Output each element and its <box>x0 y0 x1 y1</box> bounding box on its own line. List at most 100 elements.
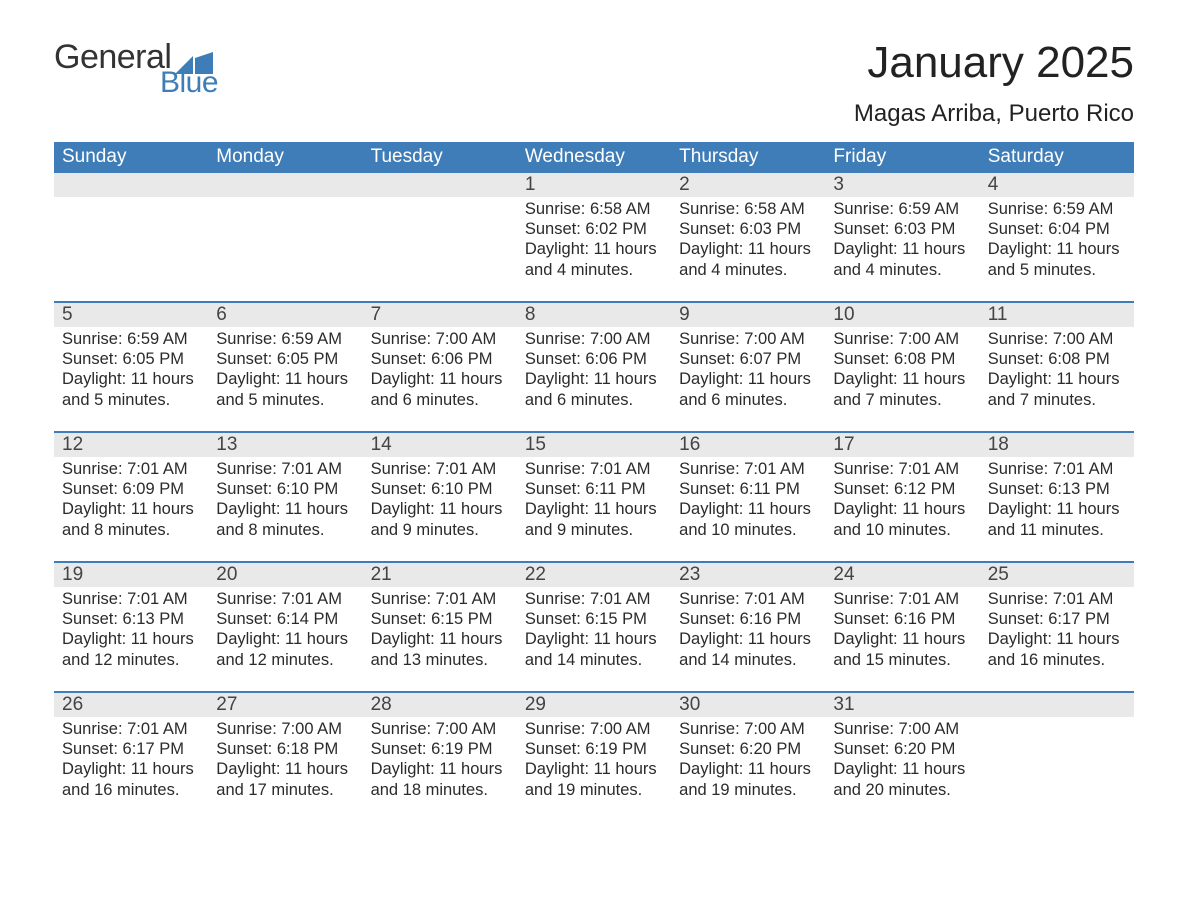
day-body-row: Sunrise: 7:01 AMSunset: 6:17 PMDaylight:… <box>54 717 1134 821</box>
sunrise-text: Sunrise: 7:01 AM <box>679 459 817 479</box>
day-number: 30 <box>671 693 825 717</box>
day-cell: Sunrise: 7:01 AMSunset: 6:13 PMDaylight:… <box>980 457 1134 561</box>
daylight-text: Daylight: 11 hours and 10 minutes. <box>833 499 971 539</box>
sunset-text: Sunset: 6:13 PM <box>62 609 200 629</box>
dow-wednesday: Wednesday <box>517 142 671 173</box>
daylight-text: Daylight: 11 hours and 6 minutes. <box>525 369 663 409</box>
day-cell: Sunrise: 7:00 AMSunset: 6:08 PMDaylight:… <box>980 327 1134 431</box>
sunset-text: Sunset: 6:19 PM <box>525 739 663 759</box>
sunrise-text: Sunrise: 6:59 AM <box>216 329 354 349</box>
daylight-text: Daylight: 11 hours and 16 minutes. <box>62 759 200 799</box>
day-body-row: Sunrise: 7:01 AMSunset: 6:13 PMDaylight:… <box>54 587 1134 691</box>
daylight-text: Daylight: 11 hours and 4 minutes. <box>525 239 663 279</box>
brand-logo: General Blue <box>54 40 218 98</box>
day-body-row: Sunrise: 6:58 AMSunset: 6:02 PMDaylight:… <box>54 197 1134 301</box>
day-cell: Sunrise: 6:59 AMSunset: 6:04 PMDaylight:… <box>980 197 1134 301</box>
dow-sunday: Sunday <box>54 142 208 173</box>
day-cell: Sunrise: 7:01 AMSunset: 6:14 PMDaylight:… <box>208 587 362 691</box>
title-block: January 2025 Magas Arriba, Puerto Rico <box>854 40 1134 128</box>
day-number: 10 <box>825 303 979 327</box>
sunset-text: Sunset: 6:03 PM <box>833 219 971 239</box>
day-cell: Sunrise: 6:58 AMSunset: 6:03 PMDaylight:… <box>671 197 825 301</box>
sunset-text: Sunset: 6:10 PM <box>371 479 509 499</box>
calendar-week: 12131415161718Sunrise: 7:01 AMSunset: 6:… <box>54 431 1134 561</box>
day-number-band: 262728293031 <box>54 693 1134 717</box>
daylight-text: Daylight: 11 hours and 18 minutes. <box>371 759 509 799</box>
daylight-text: Daylight: 11 hours and 14 minutes. <box>679 629 817 669</box>
day-number <box>363 173 517 197</box>
sunset-text: Sunset: 6:15 PM <box>371 609 509 629</box>
daylight-text: Daylight: 11 hours and 16 minutes. <box>988 629 1126 669</box>
day-cell: Sunrise: 7:01 AMSunset: 6:15 PMDaylight:… <box>363 587 517 691</box>
sunrise-text: Sunrise: 7:00 AM <box>833 719 971 739</box>
sunrise-text: Sunrise: 6:59 AM <box>988 199 1126 219</box>
sunset-text: Sunset: 6:08 PM <box>988 349 1126 369</box>
location-subtitle: Magas Arriba, Puerto Rico <box>854 100 1134 128</box>
day-number: 5 <box>54 303 208 327</box>
day-cell: Sunrise: 7:00 AMSunset: 6:20 PMDaylight:… <box>825 717 979 821</box>
day-number: 31 <box>825 693 979 717</box>
day-number-band: 19202122232425 <box>54 563 1134 587</box>
sunrise-text: Sunrise: 7:00 AM <box>371 719 509 739</box>
daylight-text: Daylight: 11 hours and 17 minutes. <box>216 759 354 799</box>
calendar-page: General Blue January 2025 Magas Arriba, … <box>0 0 1188 871</box>
daylight-text: Daylight: 11 hours and 5 minutes. <box>216 369 354 409</box>
day-number: 4 <box>980 173 1134 197</box>
daylight-text: Daylight: 11 hours and 8 minutes. <box>62 499 200 539</box>
sunset-text: Sunset: 6:11 PM <box>679 479 817 499</box>
sunrise-text: Sunrise: 6:58 AM <box>525 199 663 219</box>
day-cell <box>208 197 362 301</box>
day-number: 23 <box>671 563 825 587</box>
daylight-text: Daylight: 11 hours and 19 minutes. <box>679 759 817 799</box>
sunrise-text: Sunrise: 6:58 AM <box>679 199 817 219</box>
day-number: 12 <box>54 433 208 457</box>
day-number: 18 <box>980 433 1134 457</box>
day-cell: Sunrise: 7:01 AMSunset: 6:15 PMDaylight:… <box>517 587 671 691</box>
sunrise-text: Sunrise: 7:00 AM <box>679 329 817 349</box>
sunset-text: Sunset: 6:07 PM <box>679 349 817 369</box>
day-cell: Sunrise: 7:00 AMSunset: 6:20 PMDaylight:… <box>671 717 825 821</box>
sunrise-text: Sunrise: 7:00 AM <box>679 719 817 739</box>
sunrise-text: Sunrise: 7:00 AM <box>371 329 509 349</box>
daylight-text: Daylight: 11 hours and 10 minutes. <box>679 499 817 539</box>
day-cell: Sunrise: 7:00 AMSunset: 6:06 PMDaylight:… <box>517 327 671 431</box>
dow-monday: Monday <box>208 142 362 173</box>
day-number: 9 <box>671 303 825 327</box>
daylight-text: Daylight: 11 hours and 19 minutes. <box>525 759 663 799</box>
daylight-text: Daylight: 11 hours and 5 minutes. <box>988 239 1126 279</box>
sunset-text: Sunset: 6:17 PM <box>988 609 1126 629</box>
sunset-text: Sunset: 6:09 PM <box>62 479 200 499</box>
brand-flag-icon <box>175 52 213 74</box>
sunset-text: Sunset: 6:11 PM <box>525 479 663 499</box>
calendar-grid: Sunday Monday Tuesday Wednesday Thursday… <box>54 142 1134 821</box>
sunset-text: Sunset: 6:05 PM <box>62 349 200 369</box>
day-number <box>54 173 208 197</box>
day-number: 14 <box>363 433 517 457</box>
daylight-text: Daylight: 11 hours and 8 minutes. <box>216 499 354 539</box>
day-number: 1 <box>517 173 671 197</box>
day-cell: Sunrise: 6:59 AMSunset: 6:03 PMDaylight:… <box>825 197 979 301</box>
daylight-text: Daylight: 11 hours and 12 minutes. <box>62 629 200 669</box>
calendar-week: 262728293031Sunrise: 7:01 AMSunset: 6:17… <box>54 691 1134 821</box>
day-number: 24 <box>825 563 979 587</box>
sunset-text: Sunset: 6:16 PM <box>679 609 817 629</box>
calendar-week: 1234Sunrise: 6:58 AMSunset: 6:02 PMDayli… <box>54 173 1134 301</box>
sunset-text: Sunset: 6:05 PM <box>216 349 354 369</box>
day-cell: Sunrise: 7:01 AMSunset: 6:10 PMDaylight:… <box>208 457 362 561</box>
sunrise-text: Sunrise: 7:01 AM <box>62 719 200 739</box>
dow-friday: Friday <box>825 142 979 173</box>
day-cell: Sunrise: 7:00 AMSunset: 6:19 PMDaylight:… <box>363 717 517 821</box>
day-number: 13 <box>208 433 362 457</box>
day-cell: Sunrise: 7:00 AMSunset: 6:18 PMDaylight:… <box>208 717 362 821</box>
sunset-text: Sunset: 6:02 PM <box>525 219 663 239</box>
sunrise-text: Sunrise: 7:00 AM <box>216 719 354 739</box>
sunset-text: Sunset: 6:15 PM <box>525 609 663 629</box>
calendar-week: 19202122232425Sunrise: 7:01 AMSunset: 6:… <box>54 561 1134 691</box>
day-number-band: 567891011 <box>54 303 1134 327</box>
day-number: 7 <box>363 303 517 327</box>
sunrise-text: Sunrise: 7:01 AM <box>216 459 354 479</box>
day-number: 21 <box>363 563 517 587</box>
daylight-text: Daylight: 11 hours and 5 minutes. <box>62 369 200 409</box>
day-cell: Sunrise: 6:59 AMSunset: 6:05 PMDaylight:… <box>208 327 362 431</box>
day-cell: Sunrise: 7:01 AMSunset: 6:12 PMDaylight:… <box>825 457 979 561</box>
